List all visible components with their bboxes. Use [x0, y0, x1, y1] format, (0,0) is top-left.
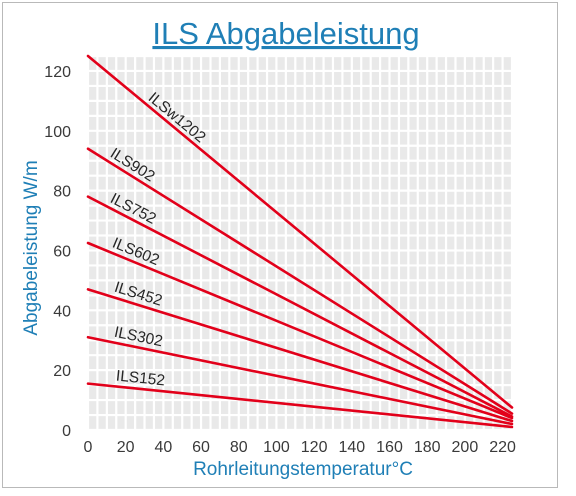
chart-title: ILS Abgabeleistung — [152, 16, 419, 51]
x-tick-label: 220 — [489, 439, 516, 456]
series-line-ils152 — [86, 382, 514, 429]
series-line-ils452 — [86, 288, 514, 423]
y-tick-label: 40 — [53, 303, 71, 320]
y-tick-label: 20 — [53, 363, 71, 380]
y-tick-label: 60 — [53, 243, 71, 260]
series-line-ils752 — [86, 195, 514, 418]
x-axis-title: Rohrleitungstemperatur°C — [193, 459, 413, 480]
x-tick-label: 180 — [414, 439, 441, 456]
x-tick-label: 20 — [117, 439, 135, 456]
y-tick-label: 120 — [44, 64, 71, 81]
series-line-ils302 — [86, 335, 514, 426]
x-tick-label: 160 — [376, 439, 403, 456]
x-tick-label: 40 — [154, 439, 172, 456]
x-tick-label: 120 — [301, 439, 328, 456]
x-tick-label: 0 — [84, 439, 93, 456]
x-tick-label: 140 — [338, 439, 365, 456]
x-tick-label: 100 — [263, 439, 290, 456]
series-line-ilsw1202 — [86, 54, 514, 409]
x-tick-label: 80 — [230, 439, 248, 456]
y-tick-label: 80 — [53, 184, 71, 201]
tick-labels: 0 20 40 60 80 100 120 140 160 180 200 220 0 20 40 60 80 1… — [44, 64, 516, 456]
x-tick-label: 200 — [452, 439, 479, 456]
y-tick-label: 100 — [44, 124, 71, 141]
x-tick-label: 60 — [192, 439, 210, 456]
series-line-ils902 — [86, 147, 514, 415]
series-group: ILSw1202ILS902ILS752ILS602ILS452ILS302IL… — [86, 54, 514, 429]
series-line-ils602 — [86, 241, 514, 420]
y-axis-title: Abgabeleistung W/m — [21, 160, 42, 335]
plot-area — [88, 56, 512, 430]
series-label-ils152: ILS152 — [115, 368, 166, 390]
y-tick-label: 0 — [62, 423, 71, 440]
plot-background — [88, 56, 512, 430]
